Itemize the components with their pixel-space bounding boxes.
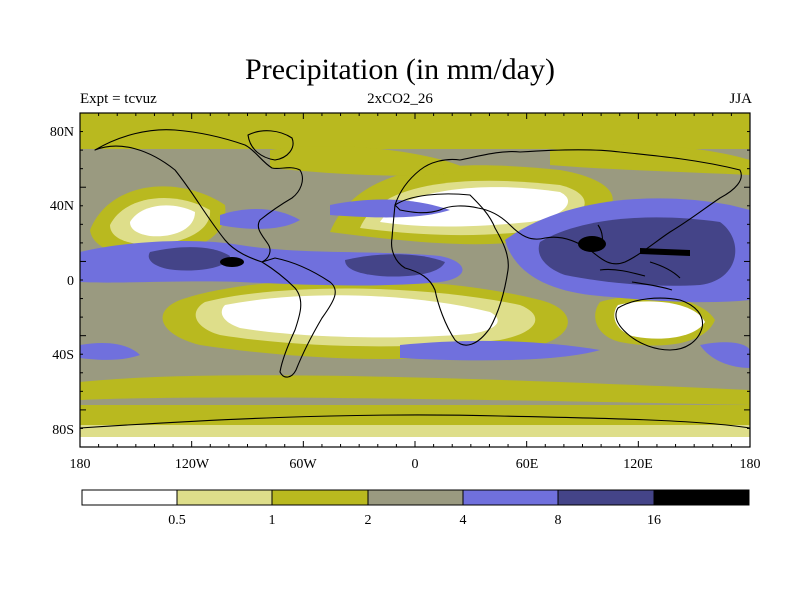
colorbar-level-label: 8 [555,513,562,528]
north-atlantic-mid [270,146,470,176]
lon-tick-label: 120W [175,457,210,472]
colorbar-swatch-2 [271,489,369,506]
greenland-coast [247,130,294,161]
east-pacific-very-wet [148,247,230,271]
atlantic-itcz-very-wet [345,254,445,277]
lat-tick-label: 40S [52,348,74,363]
lon-tick-label: 0 [412,457,419,472]
tasman-wet [700,342,750,368]
axis-ticks [79,112,751,448]
colorbar-swatch-5 [557,489,655,506]
colorbar-level-label: 0.5 [168,513,186,528]
india-coast [597,224,603,251]
africa-coast [391,193,509,346]
colorbar: 0.5 1 2 4 8 16 [81,489,750,528]
west-pacific-extreme [640,248,690,256]
run-label: 2xCO2_26 [367,91,433,107]
australia-coast [615,297,704,351]
lon-tick-label: 60E [516,457,539,472]
colorbar-swatch-0 [81,489,178,506]
colorbar-swatch-4 [462,489,559,506]
gulf-wet [220,208,300,229]
colorbar-swatch-6 [653,489,750,506]
eurasia-coast [394,149,742,265]
map-title: Precipitation (in mm/day) [245,53,555,86]
maritime-continent-coast [599,261,681,291]
precip-field [80,113,750,447]
colorbar-level-label: 1 [269,513,276,528]
experiment-label: Expt = tcvuz [80,91,157,107]
colorbar-level-label: 16 [647,513,661,528]
lat-tick-label: 0 [67,274,74,289]
siberia-mid [550,144,750,175]
south-pacific-africa-dry [221,295,498,338]
south-america-coast [261,257,336,378]
antarctica-coast [80,414,750,429]
asian-monsoon-very-wet [538,217,736,286]
australia-dry [614,301,705,339]
lon-tick-label: 120E [623,457,653,472]
east-pacific-extreme [220,257,244,267]
lon-tick-label: 180 [740,457,761,472]
colorbar-swatch-1 [176,489,273,506]
south-indian-wet [400,340,600,361]
southern-ocean-mid [80,375,750,405]
colorbar-swatch-3 [367,489,464,506]
south-pacific-wet [80,343,140,360]
colorbar-level-label: 2 [365,513,372,528]
lon-tick-label: 60W [289,457,317,472]
season-label: JJA [729,91,752,107]
lat-tick-label: 80N [50,125,74,140]
north-america-coast [94,129,303,263]
lon-tick-label: 180 [70,457,91,472]
bay-of-bengal-extreme [578,236,606,252]
ne-pacific-dry [130,205,195,237]
lat-tick-label: 40N [50,199,74,214]
colorbar-level-label: 4 [460,513,467,528]
lat-tick-label: 80S [52,423,74,438]
coastlines [80,129,750,429]
